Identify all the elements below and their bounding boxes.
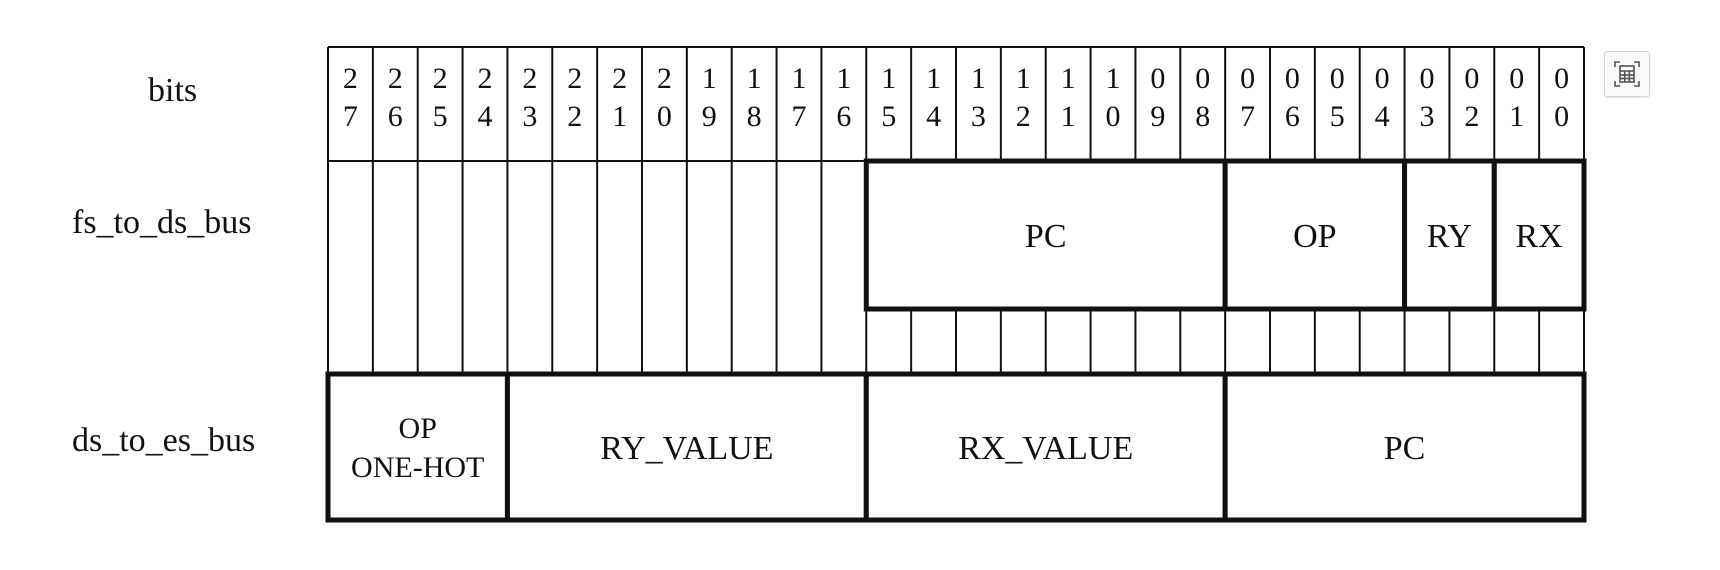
calculator-icon (1614, 61, 1640, 87)
bit-number-digit-bottom: 5 (433, 100, 448, 133)
fs-field-box (1402, 158, 1497, 312)
bit-number-digit-bottom: 3 (1420, 100, 1435, 133)
bit-number-digit-bottom: 7 (1240, 100, 1255, 133)
row-label-ds-to-es-bus: ds_to_es_bus (72, 422, 256, 459)
bit-number-digit-top: 0 (1420, 62, 1435, 95)
bit-number-digit-top: 1 (926, 62, 941, 95)
bit-number-digit-bottom: 6 (388, 100, 403, 133)
bit-number-digit-top: 2 (343, 62, 358, 95)
ds-field-box (1222, 371, 1587, 523)
bit-number-digit-bottom: 0 (657, 100, 672, 133)
fs-field-label: RX (1516, 218, 1563, 255)
bit-number-digit-bottom: 7 (343, 100, 358, 133)
row-label-fs-to-ds-bus: fs_to_ds_bus (72, 204, 252, 241)
ds-field-label: PC (1384, 430, 1426, 467)
bit-number-digit-top: 1 (881, 62, 896, 95)
bit-number-digit-bottom: 5 (1330, 100, 1345, 133)
bit-number-digit-bottom: 7 (792, 100, 807, 133)
bit-number-digit-bottom: 0 (1554, 100, 1569, 133)
ds-field-label: RY_VALUE (600, 430, 773, 467)
bit-number-digit-bottom: 1 (1061, 100, 1076, 133)
bit-number-digit-top: 2 (478, 62, 493, 95)
ds-field-label-line2: ONE-HOT (351, 451, 484, 484)
bit-number-digit-bottom: 2 (1016, 100, 1031, 133)
bit-number-digit-top: 1 (1061, 62, 1076, 95)
bit-number-digit-top: 2 (433, 62, 448, 95)
fs-field-box (1222, 158, 1408, 312)
bit-number-digit-top: 0 (1285, 62, 1300, 95)
bit-number-digit-top: 1 (1106, 62, 1121, 95)
bit-number-digit-top: 0 (1375, 62, 1390, 95)
bit-number-digit-top: 0 (1509, 62, 1524, 95)
bit-number-digit-bottom: 9 (1150, 100, 1165, 133)
fs-field-label: RY (1427, 218, 1472, 255)
bit-number-digit-bottom: 3 (971, 100, 986, 133)
bit-number-digit-bottom: 4 (1375, 100, 1390, 133)
fs-field-box (863, 158, 1228, 312)
bit-number-digit-bottom: 4 (478, 100, 493, 133)
bit-number-digit-top: 0 (1464, 62, 1479, 95)
bit-number-digit-top: 2 (567, 62, 582, 95)
bit-number-digit-top: 0 (1195, 62, 1210, 95)
fs-field-box (1491, 158, 1587, 312)
fs-field-label: PC (1025, 218, 1067, 255)
bit-number-digit-top: 0 (1240, 62, 1255, 95)
bit-number-digit-top: 0 (1150, 62, 1165, 95)
bit-number-digit-top: 0 (1554, 62, 1569, 95)
bit-number-digit-top: 1 (836, 62, 851, 95)
bit-number-digit-bottom: 6 (1285, 100, 1300, 133)
bit-number-digit-top: 2 (522, 62, 537, 95)
bit-number-digit-bottom: 8 (747, 100, 762, 133)
bit-number-digit-top: 2 (657, 62, 672, 95)
bit-number-digit-bottom: 4 (926, 100, 941, 133)
ds-field-box (504, 371, 869, 523)
bit-number-digit-bottom: 2 (567, 100, 582, 133)
bit-number-digit-top: 1 (971, 62, 986, 95)
bit-number-digit-bottom: 8 (1195, 100, 1210, 133)
ds-field-label-line1: OP (399, 412, 437, 445)
bit-number-digit-top: 2 (388, 62, 403, 95)
ds-field-box (325, 371, 510, 523)
ds-field-box (863, 371, 1228, 523)
bit-number-digit-bottom: 1 (1509, 100, 1524, 133)
bit-number-digit-top: 2 (612, 62, 627, 95)
ds-field-label: RX_VALUE (958, 430, 1133, 467)
bit-number-digit-top: 1 (792, 62, 807, 95)
bit-number-digit-top: 1 (702, 62, 717, 95)
bit-number-digit-bottom: 3 (522, 100, 537, 133)
bit-number-digit-bottom: 5 (881, 100, 896, 133)
bit-number-digit-top: 1 (747, 62, 762, 95)
bit-number-digit-top: 0 (1330, 62, 1345, 95)
calculator-button[interactable] (1604, 51, 1650, 97)
bit-number-digit-top: 1 (1016, 62, 1031, 95)
fs-field-label: OP (1293, 218, 1336, 255)
bit-number-digit-bottom: 2 (1464, 100, 1479, 133)
bit-number-digit-bottom: 9 (702, 100, 717, 133)
bit-number-digit-bottom: 6 (836, 100, 851, 133)
row-label-bits: bits (148, 72, 198, 109)
bit-number-digit-bottom: 1 (612, 100, 627, 133)
bit-number-digit-bottom: 0 (1106, 100, 1121, 133)
